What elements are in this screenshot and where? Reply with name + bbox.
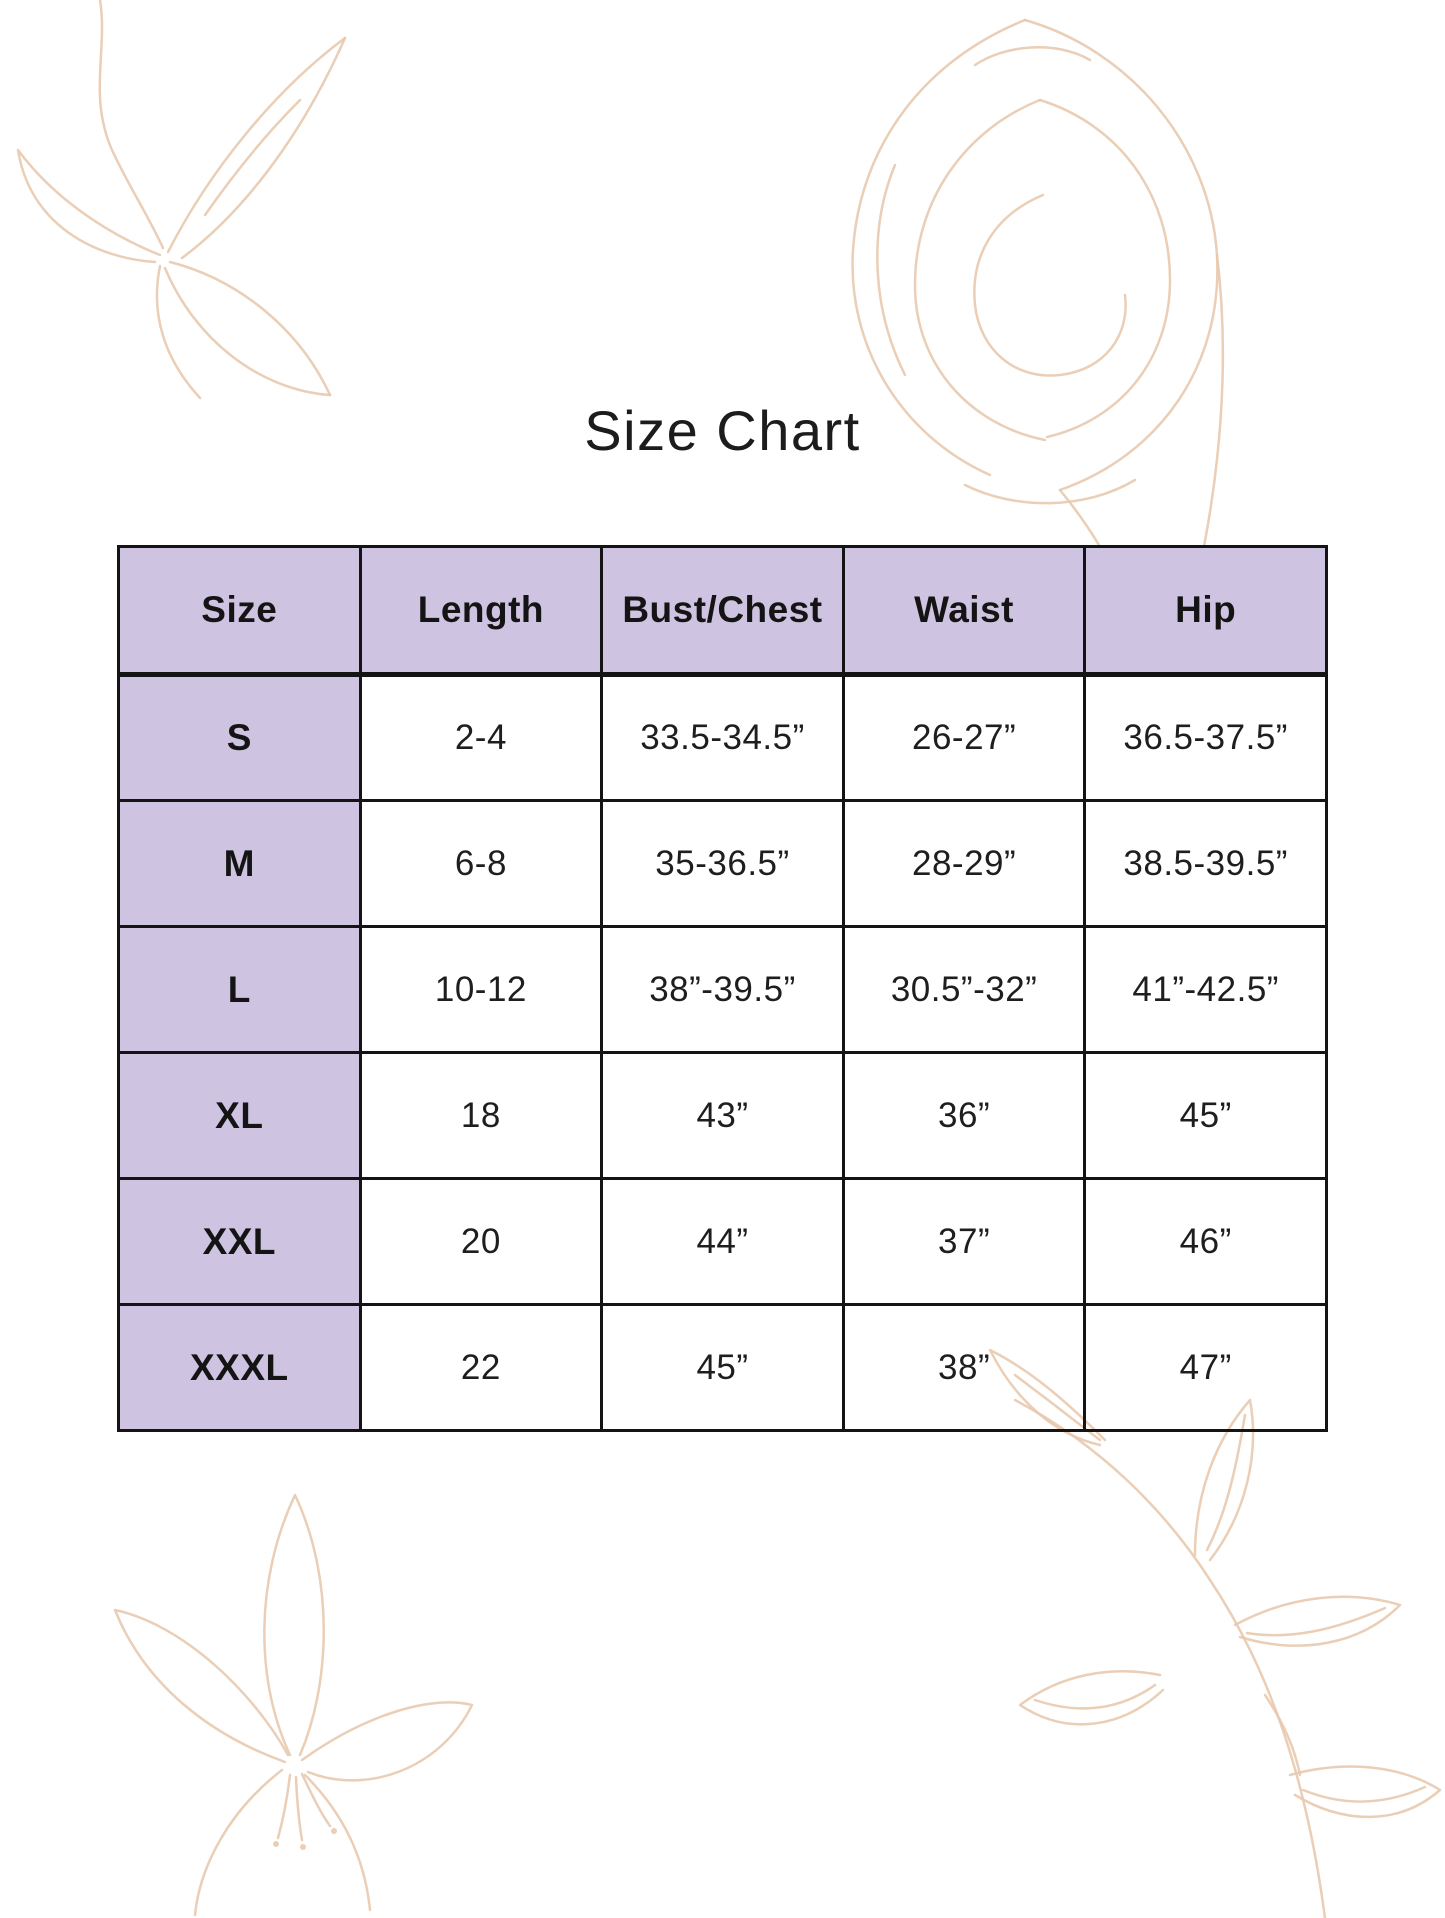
header-row: Size Length Bust/Chest Waist Hip	[117, 545, 1328, 677]
table-cell-bust-chest: 35-36.5”	[600, 799, 845, 928]
table-cell-waist: 38”	[841, 1303, 1087, 1432]
table-cell-bust-chest: 43”	[600, 1051, 845, 1180]
table-row-l: L 10-12 38”-39.5” 30.5”-32” 41”-42.5”	[117, 925, 1328, 1054]
table-cell-length: 10-12	[358, 925, 604, 1054]
table-cell-hip: 47”	[1083, 1303, 1328, 1432]
column-header-bust-chest: Bust/Chest	[600, 545, 845, 677]
table-cell-hip: 36.5-37.5”	[1083, 673, 1328, 802]
table-cell-waist: 37”	[841, 1177, 1087, 1306]
column-header-size: Size	[117, 545, 362, 677]
table-cell-length: 22	[358, 1303, 604, 1432]
column-header-length: Length	[358, 545, 604, 677]
table-cell-length: 2-4	[358, 673, 604, 802]
table-cell-waist: 28-29”	[841, 799, 1087, 928]
table-cell-hip: 41”-42.5”	[1083, 925, 1328, 1054]
table-row-s: S 2-4 33.5-34.5” 26-27” 36.5-37.5”	[117, 673, 1328, 802]
table-cell-bust-chest: 33.5-34.5”	[600, 673, 845, 802]
size-chart-table: Size Length Bust/Chest Waist Hip S 2-4 3…	[117, 545, 1328, 1432]
table-cell-waist: 30.5”-32”	[841, 925, 1087, 1054]
row-label-size: M	[117, 799, 362, 928]
column-header-waist: Waist	[841, 545, 1087, 677]
table-cell-waist: 26-27”	[841, 673, 1087, 802]
table-cell-length: 6-8	[358, 799, 604, 928]
table-cell-bust-chest: 45”	[600, 1303, 845, 1432]
table-cell-hip: 46”	[1083, 1177, 1328, 1306]
table-row-m: M 6-8 35-36.5” 28-29” 38.5-39.5”	[117, 799, 1328, 928]
page-title: Size Chart	[584, 399, 861, 462]
floral-bottom-left-bloom-icon	[113, 1493, 474, 1917]
row-label-size: L	[117, 925, 362, 1054]
table-cell-waist: 36”	[841, 1051, 1087, 1180]
row-label-size: S	[117, 673, 362, 802]
column-header-hip: Hip	[1083, 545, 1328, 677]
table-cell-bust-chest: 38”-39.5”	[600, 925, 845, 1054]
table-cell-length: 18	[358, 1051, 604, 1180]
table-row-xl: XL 18 43” 36” 45”	[117, 1051, 1328, 1180]
table-cell-length: 20	[358, 1177, 604, 1306]
table-cell-bust-chest: 44”	[600, 1177, 845, 1306]
table-cell-hip: 45”	[1083, 1051, 1328, 1180]
row-label-size: XXXL	[117, 1303, 362, 1432]
row-label-size: XXL	[117, 1177, 362, 1306]
row-label-size: XL	[117, 1051, 362, 1180]
table-row-xxxl: XXXL 22 45” 38” 47”	[117, 1303, 1328, 1432]
table-cell-hip: 38.5-39.5”	[1083, 799, 1328, 928]
table-row-xxl: XXL 20 44” 37” 46”	[117, 1177, 1328, 1306]
floral-top-left-magnolia-icon	[16, 0, 347, 400]
